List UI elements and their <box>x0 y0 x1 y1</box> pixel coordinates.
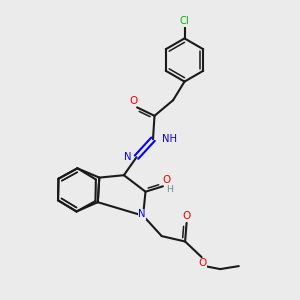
Text: H: H <box>166 185 173 194</box>
Text: N: N <box>138 209 146 220</box>
Text: O: O <box>129 96 138 106</box>
Text: O: O <box>163 175 171 185</box>
Text: O: O <box>199 258 207 268</box>
Text: O: O <box>182 211 191 221</box>
Text: Cl: Cl <box>180 16 189 26</box>
Text: N: N <box>124 152 131 162</box>
Text: NH: NH <box>162 134 177 144</box>
